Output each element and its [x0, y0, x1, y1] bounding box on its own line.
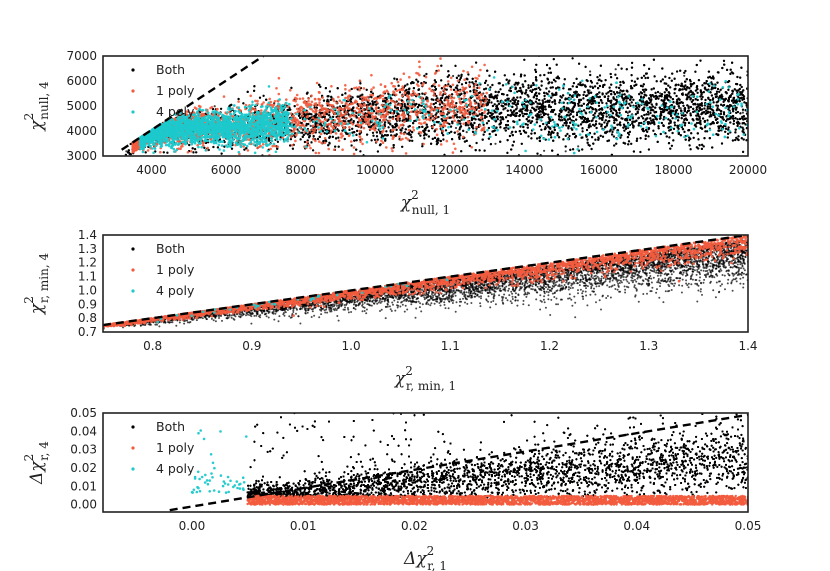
x-tick-label: 0.03	[512, 519, 539, 533]
x-tick-label: 0.02	[401, 519, 428, 533]
x-tick-label: 1.0	[342, 339, 361, 353]
x-tick-label: 0.9	[242, 339, 261, 353]
y-tick-label: 1.1	[78, 270, 97, 284]
series-both-points	[124, 56, 748, 156]
x-tick-label: 4000	[136, 163, 167, 177]
x-tick-label: 12000	[431, 163, 469, 177]
legend-marker	[131, 110, 135, 114]
x-tick-label: 1.2	[540, 339, 559, 353]
legend: Both 1 poly 4 poly	[131, 241, 195, 298]
x-tick-label: 0.05	[735, 519, 762, 533]
x-tick-label: 0.01	[290, 519, 317, 533]
reference-line	[120, 56, 264, 151]
y-tick-label: 0.01	[70, 479, 97, 493]
x-tick-label: 18000	[654, 163, 692, 177]
y-tick-label: 5000	[66, 99, 97, 113]
legend-label: Both	[156, 419, 185, 434]
x-tick-label: 0.04	[623, 519, 650, 533]
y-tick-label: 0.8	[78, 311, 97, 325]
series-both-points	[246, 413, 748, 499]
y-axis-label: χ2r, min, 4	[22, 253, 51, 316]
y-tick-label: 1.3	[78, 242, 97, 256]
plot-frame	[102, 55, 749, 157]
legend-marker	[131, 89, 135, 93]
legend-marker	[131, 467, 135, 471]
y-tick-label: 1.0	[78, 283, 97, 297]
x-tick-label: 0.8	[143, 339, 162, 353]
series-1-poly-points	[246, 494, 748, 506]
y-tick-label: 1.4	[78, 228, 97, 242]
legend-label: 4 poly	[156, 461, 195, 476]
legend-marker	[131, 68, 135, 72]
x-tick-label: 1.3	[639, 339, 658, 353]
x-axis-label: χ2 r, min, 1	[394, 364, 456, 393]
x-tick-label: 8000	[285, 163, 316, 177]
x-axis-label: Δχ2 r, 1	[403, 544, 447, 571]
legend: Both 1 poly 4 poly	[131, 419, 195, 476]
y-tick-label: 0.05	[70, 406, 97, 420]
y-tick-label: 0.04	[70, 424, 97, 438]
plot-frame	[102, 234, 749, 333]
series-4-poly-points	[190, 429, 248, 494]
x-axis-label: χ2 null, 1	[400, 188, 450, 217]
legend-label: 4 poly	[156, 104, 195, 119]
x-tick-label: 1.4	[738, 339, 757, 353]
legend-marker	[131, 425, 135, 429]
x-tick-label: 6000	[211, 163, 242, 177]
y-tick-label: 0.03	[70, 443, 97, 457]
legend-label: 1 poly	[156, 83, 195, 98]
y-tick-label: 0.9	[78, 297, 97, 311]
y-tick-label: 0.7	[78, 325, 97, 339]
y-tick-label: 6000	[66, 74, 97, 88]
legend-label: 4 poly	[156, 283, 195, 298]
y-tick-label: 0.00	[70, 498, 97, 512]
legend-label: Both	[156, 241, 185, 256]
series-4-poly-points	[139, 76, 748, 155]
x-tick-label: 14000	[505, 163, 543, 177]
y-tick-label: 4000	[66, 124, 97, 138]
legend-marker	[131, 247, 135, 251]
legend-label: 1 poly	[156, 440, 195, 455]
plot-frame	[102, 412, 749, 513]
y-tick-label: 7000	[66, 49, 97, 63]
legend-label: 1 poly	[156, 262, 195, 277]
legend: Both 1 poly 4 poly	[131, 62, 195, 119]
x-tick-label: 0.00	[179, 519, 206, 533]
y-tick-label: 3000	[66, 149, 97, 163]
legend-label: Both	[156, 62, 185, 77]
x-tick-label: 10000	[356, 163, 394, 177]
legend-marker	[131, 446, 135, 450]
y-axis-label: Δχ2r, 4	[22, 441, 51, 485]
reference-line	[103, 235, 748, 327]
panel-bottom: 0.00 0.01 0.02 0.03 0.04 0.05 0.00 0.01 0.02 0.03…	[22, 406, 761, 571]
panel-top: 4000 6000 8000 10000 12000 14000 16000 18000 200…	[22, 49, 767, 217]
x-tick-label: 1.1	[441, 339, 460, 353]
y-tick-label: 1.2	[78, 256, 97, 270]
y-tick-label: 0.02	[70, 461, 97, 475]
legend-marker	[131, 268, 135, 272]
y-axis-label: χ2null, 4	[22, 81, 51, 132]
x-tick-label: 20000	[729, 163, 767, 177]
x-tick-label: 16000	[580, 163, 618, 177]
panel-middle: 0.8 0.9 1.0 1.1 1.2 1.3 1.40.70.80.91.01.11.21…	[22, 228, 758, 393]
legend-marker	[131, 289, 135, 293]
reference-line	[169, 413, 748, 512]
